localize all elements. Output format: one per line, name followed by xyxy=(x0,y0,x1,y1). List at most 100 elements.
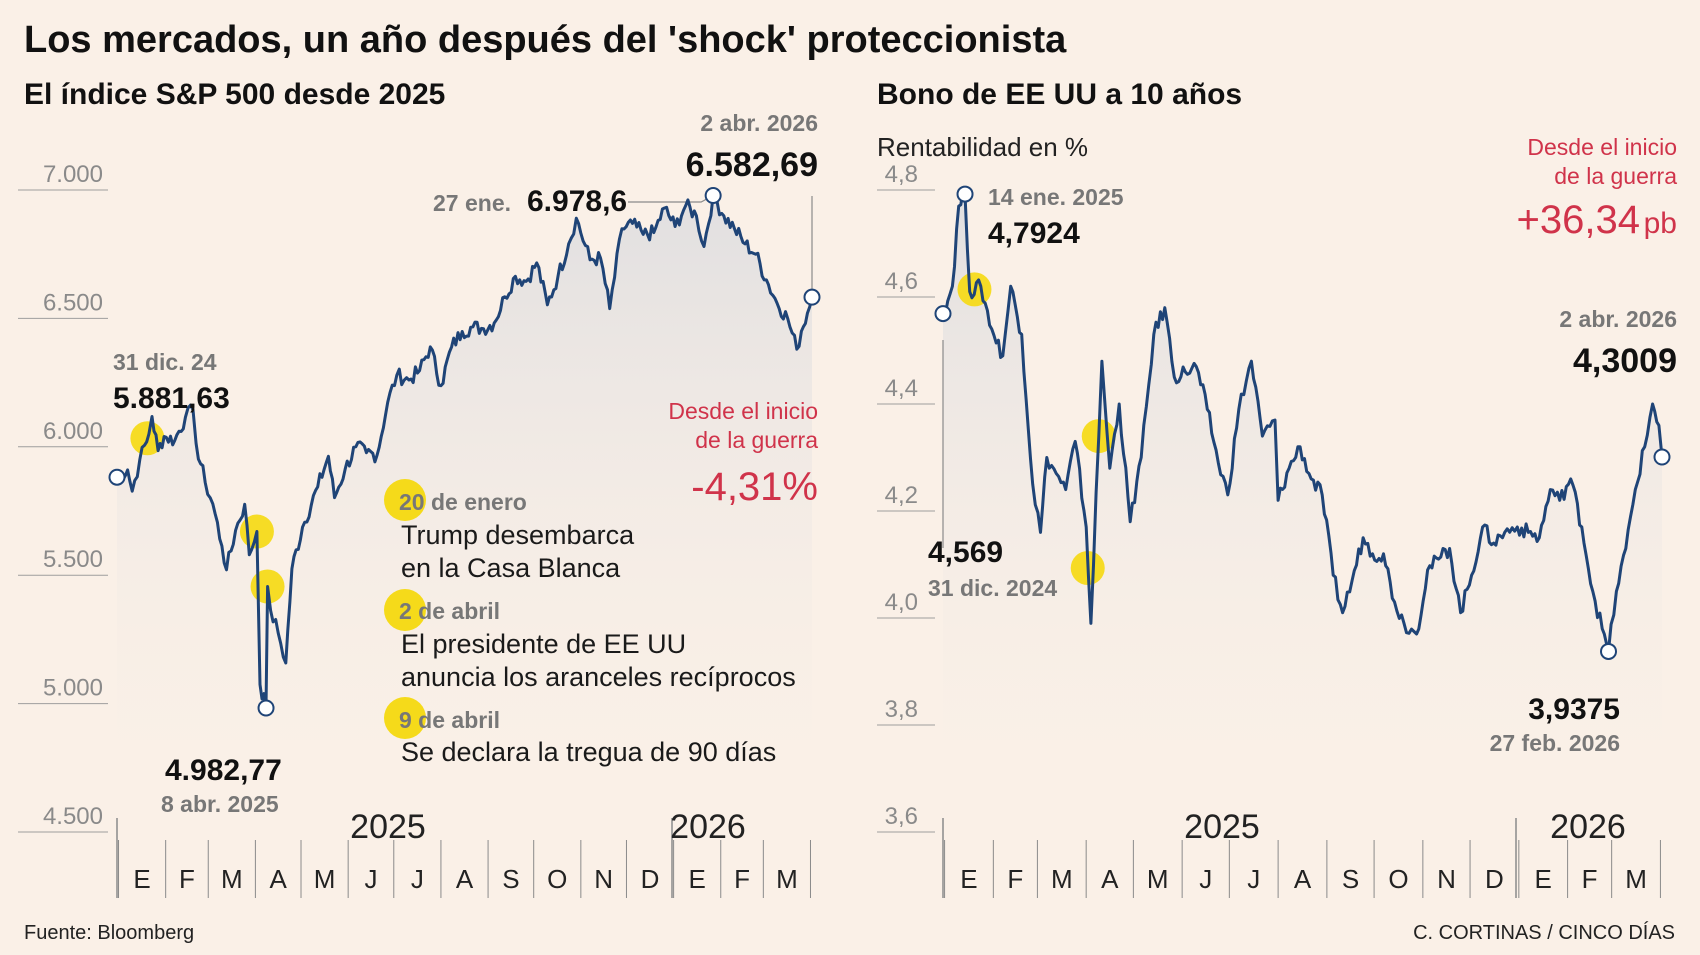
bond-month-label: J xyxy=(1247,864,1260,894)
sp500-max-date: 27 ene. xyxy=(433,190,511,216)
source-note: Fuente: Bloomberg xyxy=(24,922,194,944)
sp500-month-label: O xyxy=(547,864,567,894)
event-marker-3 xyxy=(384,697,426,739)
sp500-war-label-2: de la guerra xyxy=(695,427,818,453)
sp500-min-point xyxy=(257,699,275,717)
sp500-subtitle: El índice S&P 500 desde 2025 xyxy=(24,78,445,111)
bond-month-label: D xyxy=(1485,864,1504,894)
bond-war-label-2: de la guerra xyxy=(1554,163,1677,189)
sp500-end-value: 6.582,69 xyxy=(686,146,818,184)
bond-year-label: 2025 xyxy=(1184,808,1260,846)
sp500-start-value: 5.881,63 xyxy=(113,382,230,415)
bond-ytick-label: 4,4 xyxy=(885,375,918,402)
bond-month-label: F xyxy=(1007,864,1023,894)
bond-month-label: E xyxy=(960,864,977,894)
sp500-month-label: M xyxy=(221,864,243,894)
sp500-ytick-label: 4.500 xyxy=(43,803,103,830)
bond-war-label-1: Desde el inicio xyxy=(1527,134,1677,160)
bond-month-label: M xyxy=(1147,864,1169,894)
bond-month-label: J xyxy=(1199,864,1212,894)
bond-end-value: 4,3009 xyxy=(1573,342,1677,380)
sp500-month-label: E xyxy=(689,864,706,894)
sp500-month-label: M xyxy=(776,864,798,894)
bond-month-label: N xyxy=(1437,864,1456,894)
bond-war-change: +36,34 xyxy=(1517,198,1640,242)
event-3-date: 9 de abril xyxy=(399,707,500,733)
sp500-connector xyxy=(628,194,714,203)
sp500-ytick-label: 6.500 xyxy=(43,289,103,316)
sp500-month-label: A xyxy=(456,864,474,894)
bond-area xyxy=(943,191,1662,832)
sp500-month-label: F xyxy=(734,864,750,894)
bond-year-label: 2026 xyxy=(1550,808,1626,846)
event-2-date: 2 de abril xyxy=(399,598,500,624)
sp500-ytick-label: 5.500 xyxy=(43,546,103,573)
sp500-start-point xyxy=(108,468,126,486)
bond-min-value: 3,9375 xyxy=(1528,693,1620,726)
bond-end-date: 2 abr. 2026 xyxy=(1559,306,1677,332)
sp500-month-label: N xyxy=(594,864,613,894)
event-marker-1 xyxy=(384,479,426,521)
sp500-month-label: A xyxy=(270,864,288,894)
bond-start-value: 4,569 xyxy=(928,536,1003,569)
sp500-ytick-label: 6.000 xyxy=(43,418,103,445)
event-legend: 20 de enero Trump desembarca en la Casa … xyxy=(384,479,796,767)
sp500-ytick-label: 7.000 xyxy=(43,161,103,188)
bond-chart: 3,63,84,04,24,44,64,8 E F M A M J J A S O N D E F M202… xyxy=(877,161,1671,898)
bond-min-point xyxy=(1600,642,1618,660)
bond-war-unit: pb xyxy=(1644,207,1677,240)
bond-line xyxy=(942,189,1664,653)
sp500-end-point xyxy=(803,288,821,306)
sp500-month-label: M xyxy=(314,864,336,894)
sp500-year-label: 2026 xyxy=(670,808,746,846)
bond-month-label: S xyxy=(1342,864,1359,894)
bond-month-label: O xyxy=(1388,864,1408,894)
bond-ytick-label: 4,8 xyxy=(885,161,918,188)
sp500-area xyxy=(117,192,812,832)
bond-unit-label: Rentabilidad en % xyxy=(877,132,1088,162)
bond-month-label: M xyxy=(1051,864,1073,894)
event-2-text-1: El presidente de EE UU xyxy=(401,629,686,659)
sp500-war-label-1: Desde el inicio xyxy=(668,398,818,424)
bond-start-date: 31 dic. 2024 xyxy=(928,575,1057,601)
event-1-text-2: en la Casa Blanca xyxy=(401,553,621,583)
sp500-war-change: -4,31% xyxy=(691,465,818,509)
bond-max-date: 14 ene. 2025 xyxy=(988,184,1124,210)
sp500-start-date: 31 dic. 24 xyxy=(113,349,217,375)
credit-note: C. CORTINAS / CINCO DÍAS xyxy=(1413,921,1675,944)
bond-ytick-label: 4,0 xyxy=(885,589,918,616)
sp500-max-point xyxy=(704,186,722,204)
bond-month-label: A xyxy=(1101,864,1119,894)
bond-max-value: 4,7924 xyxy=(988,217,1080,250)
sp500-month-label: F xyxy=(179,864,195,894)
sp500-min-date: 8 abr. 2025 xyxy=(161,791,279,817)
event-2-text-2: anuncia los aranceles recíprocos xyxy=(401,662,796,692)
event-1-date: 20 de enero xyxy=(399,489,527,515)
bond-end-point xyxy=(1653,448,1671,466)
sp500-line xyxy=(116,191,814,710)
bond-start-point xyxy=(934,305,952,323)
sp500-month-label: D xyxy=(641,864,660,894)
bond-ytick-label: 4,6 xyxy=(885,268,918,295)
sp500-month-label: J xyxy=(411,864,424,894)
bond-month-label: E xyxy=(1535,864,1552,894)
sp500-min-value: 4.982,77 xyxy=(165,754,282,787)
bond-min-date: 27 feb. 2026 xyxy=(1490,730,1620,756)
sp500-month-label: J xyxy=(364,864,377,894)
sp500-ytick-label: 5.000 xyxy=(43,675,103,702)
bond-month-label: F xyxy=(1582,864,1598,894)
bond-month-label: M xyxy=(1625,864,1647,894)
sp500-year-label: 2025 xyxy=(350,808,426,846)
main-title: Los mercados, un año después del 'shock'… xyxy=(24,19,1067,61)
bond-month-label: A xyxy=(1294,864,1312,894)
bond-ytick-label: 3,8 xyxy=(885,696,918,723)
sp500-max-value: 6.978,6 xyxy=(527,185,627,218)
bond-subtitle: Bono de EE UU a 10 años xyxy=(877,78,1242,111)
sp500-end-date: 2 abr. 2026 xyxy=(700,110,818,136)
event-marker-2 xyxy=(384,589,426,631)
bond-ytick-label: 4,2 xyxy=(885,482,918,509)
bond-max-point xyxy=(956,185,974,203)
sp500-month-label: E xyxy=(133,864,150,894)
event-3-text-1: Se declara la tregua de 90 días xyxy=(401,737,776,767)
